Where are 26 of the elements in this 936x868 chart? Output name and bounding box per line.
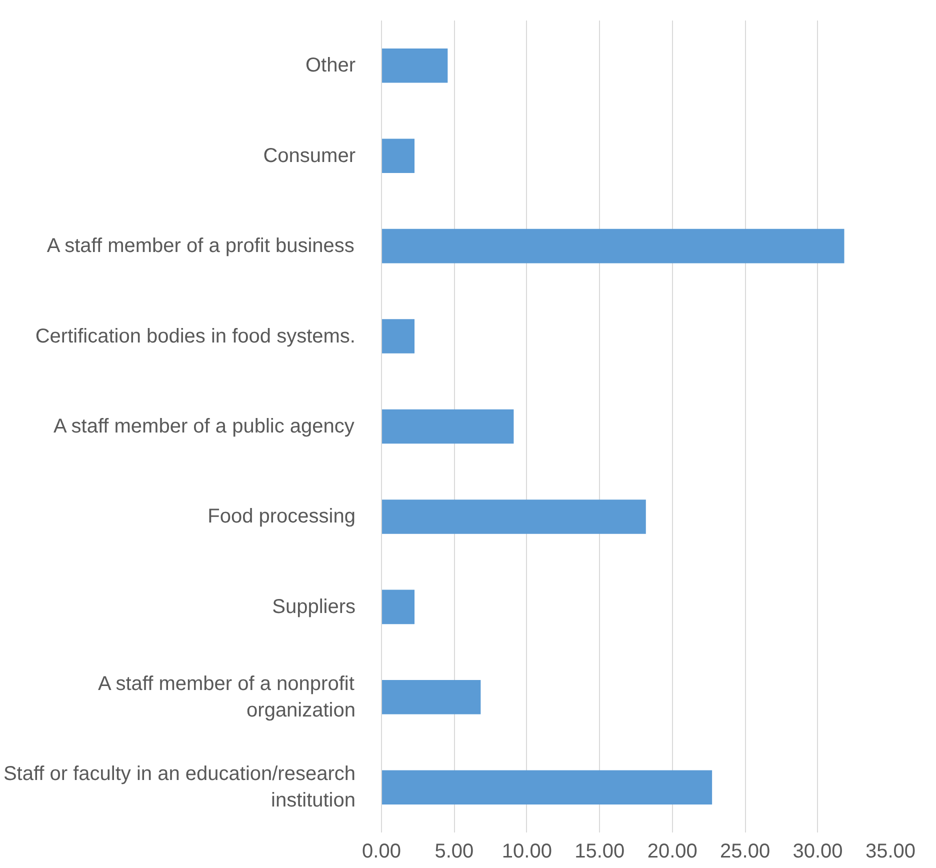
bar (382, 770, 712, 805)
y-tick-label: Certification bodies in food systems. (35, 325, 356, 348)
y-tick-label: A staff member of a profit business (46, 235, 354, 258)
bar (382, 228, 844, 264)
bar (382, 680, 481, 714)
bar (382, 138, 415, 173)
x-tick-label: 25.00 (720, 840, 770, 862)
bar (382, 409, 514, 444)
y-tick-label: Consumer (263, 144, 356, 167)
bar (382, 590, 415, 624)
y-tick-label: Suppliers (272, 596, 356, 618)
bar (382, 500, 646, 534)
y-tick-label: A staff member of a nonprofit organization (98, 672, 356, 722)
x-tick-label: 35.00 (865, 840, 916, 862)
bar (382, 48, 448, 83)
y-tick-label: Food processing (208, 506, 356, 528)
bar (382, 319, 415, 354)
x-tick-label: 30.00 (792, 840, 843, 862)
x-tick-label: 10.00 (502, 840, 552, 862)
x-tick-label: 0.00 (362, 840, 401, 862)
y-tick-label: Staff or faculty in an education/research institution (3, 763, 356, 812)
x-tick-label: 20.00 (647, 840, 698, 862)
y-tick-label: A staff member of a public agency (53, 416, 354, 438)
y-tick-label: Other (305, 54, 356, 77)
x-tick-label: 5.00 (434, 840, 474, 862)
x-tick-label: 15.00 (574, 840, 625, 862)
